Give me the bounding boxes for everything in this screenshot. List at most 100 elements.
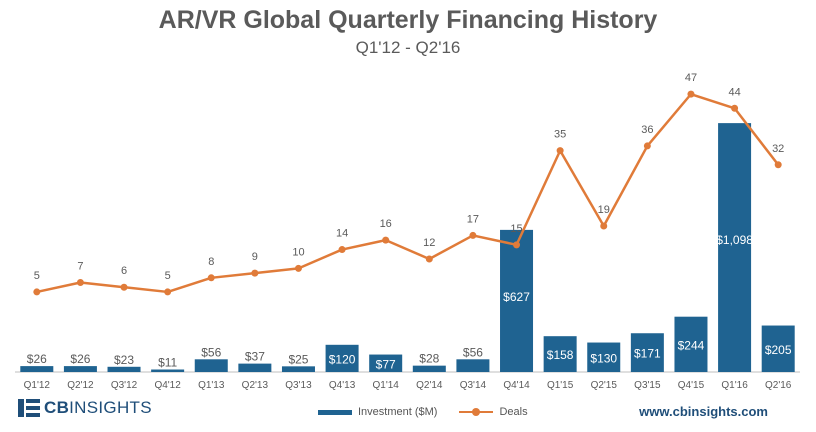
- deals-value-label: 9: [252, 251, 258, 263]
- deals-point: [774, 161, 782, 169]
- bar-value-label: $37: [245, 350, 265, 364]
- bar-value-label: $26: [70, 352, 90, 366]
- deals-value-label: 17: [467, 213, 479, 225]
- logo-insights: INSIGHTS: [69, 398, 152, 417]
- bar-investment: [412, 365, 446, 372]
- legend-label-investment: Investment ($M): [358, 406, 438, 418]
- bar-value-label: $77: [376, 357, 396, 371]
- deals-value-label: 6: [121, 265, 127, 277]
- deals-value-label: 5: [34, 270, 40, 282]
- bar-investment: [630, 333, 664, 372]
- website-link[interactable]: www.cbinsights.com: [639, 404, 768, 419]
- deals-point: [731, 104, 739, 112]
- bar-value-label: $205: [765, 343, 792, 357]
- bar-value-label: $1,098: [716, 233, 753, 247]
- x-tick-label: Q2'16: [765, 380, 792, 391]
- deals-value-label: 12: [423, 237, 435, 249]
- bar-investment: [63, 366, 97, 372]
- deals-value-label: 10: [292, 246, 304, 258]
- deals-value-label: 36: [641, 124, 653, 136]
- deals-point: [33, 288, 41, 296]
- bar-investment: [281, 366, 315, 372]
- bar-investment: [587, 342, 621, 372]
- bar-value-label: $130: [590, 351, 617, 365]
- deals-point: [556, 147, 564, 155]
- bar-investment: [325, 344, 359, 372]
- bar-investment: [151, 369, 185, 372]
- x-tick-label: Q2'15: [591, 380, 618, 391]
- chart-title: AR/VR Global Quarterly Financing History: [158, 6, 658, 34]
- deals-value-label: 44: [728, 86, 740, 98]
- x-tick-label: Q4'14: [503, 380, 530, 391]
- bar-value-label: $120: [329, 352, 356, 366]
- deals-line: [36, 92, 780, 294]
- x-tick-label: Q3'15: [634, 380, 661, 391]
- deals-value-label: 15: [510, 223, 522, 235]
- x-tick-label: Q4'15: [678, 380, 705, 391]
- bar-value-label: $244: [678, 338, 705, 352]
- deals-value-label: 8: [208, 256, 214, 268]
- bar-investment: [456, 359, 490, 372]
- x-tick-label: Q3'12: [111, 380, 138, 391]
- bar-value-label: $171: [634, 347, 661, 361]
- deals-value-label: 16: [380, 218, 392, 230]
- legend-line-swatch: [459, 408, 494, 416]
- bar-investment: [718, 123, 752, 373]
- x-tick-label: Q2'13: [242, 380, 269, 391]
- x-tick-label: Q1'13: [198, 380, 225, 391]
- deals-point: [425, 255, 433, 263]
- legend: Investment ($M) Deals: [318, 406, 550, 418]
- deals-value-label: 5: [165, 270, 171, 282]
- x-tick-label: Q1'16: [721, 380, 748, 391]
- legend-item-deals: Deals: [459, 406, 528, 418]
- x-tick-label: Q4'12: [154, 380, 181, 391]
- deals-point: [382, 236, 390, 244]
- x-tick-label: Q4'13: [329, 380, 356, 391]
- legend-label-deals: Deals: [499, 406, 528, 418]
- bar-investment: [107, 366, 141, 372]
- bar-value-label: $26: [27, 352, 47, 366]
- bar-investment: [194, 359, 228, 372]
- deals-value-label: 19: [598, 204, 610, 216]
- x-tick-label: Q3'13: [285, 380, 312, 391]
- logo-cb: CB: [44, 398, 70, 417]
- deals-value-label: 14: [336, 228, 348, 240]
- bar-value-label: $158: [547, 348, 574, 362]
- bar-value-label: $627: [503, 290, 530, 304]
- deals-value-label: 35: [554, 129, 566, 141]
- bar-value-label: $23: [114, 353, 134, 367]
- legend-item-investment: Investment ($M): [318, 406, 437, 418]
- deals-point: [513, 241, 521, 249]
- bar-value-label: $56: [463, 345, 483, 359]
- x-tick-label: Q1'14: [373, 380, 400, 391]
- bar-value-label: $28: [419, 352, 439, 366]
- cbinsights-logo-icon: [18, 399, 40, 417]
- bar-investment: [674, 316, 708, 372]
- cbinsights-logo-text: CBINSIGHTS: [44, 398, 152, 418]
- bar-investment: [20, 366, 54, 372]
- chart-subtitle: Q1'12 - Q2'16: [355, 38, 461, 57]
- x-tick-label: Q1'15: [547, 380, 574, 391]
- deals-point: [207, 274, 215, 282]
- bar-value-label: $11: [158, 356, 177, 370]
- bar-investment: [761, 325, 795, 372]
- deals-value-label: 7: [77, 261, 83, 273]
- x-tick-label: Q2'14: [416, 380, 443, 391]
- legend-bar-swatch: [318, 409, 352, 415]
- bar-investment: [238, 363, 272, 372]
- x-tick-label: Q1'12: [24, 380, 51, 391]
- deals-point: [600, 222, 608, 230]
- deals-point: [469, 231, 477, 239]
- bar-value-label: $25: [288, 352, 308, 366]
- deals-point: [294, 264, 302, 272]
- deals-point: [251, 269, 259, 277]
- bar-investment: [500, 229, 534, 372]
- deals-point: [687, 90, 695, 98]
- bar-investment: [543, 336, 577, 372]
- deals-value-label: 32: [772, 143, 784, 155]
- deals-point: [643, 142, 651, 150]
- deals-point: [338, 246, 346, 254]
- x-tick-label: Q2'12: [67, 380, 94, 391]
- deals-point: [164, 288, 172, 296]
